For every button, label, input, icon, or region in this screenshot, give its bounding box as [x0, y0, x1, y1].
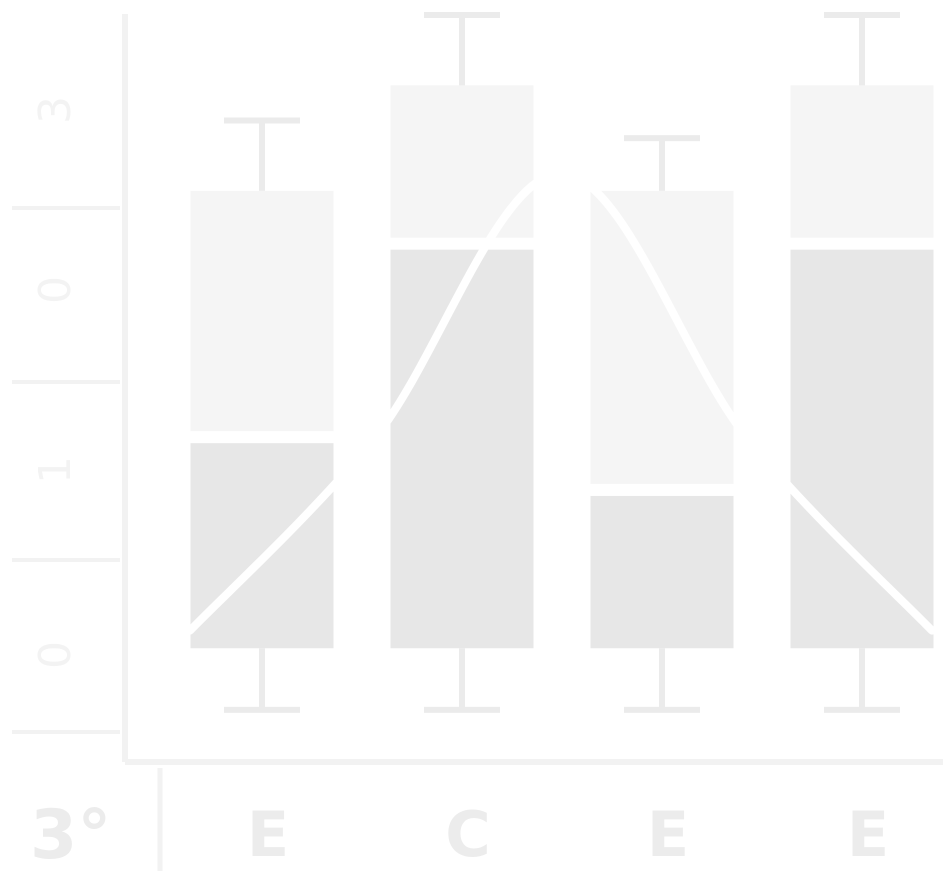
bars: [190, 85, 934, 649]
x-tick-label-1: C: [445, 798, 491, 871]
x-tick-label-2: E: [647, 798, 689, 871]
y-gridlines: [12, 206, 120, 734]
bar-upper-0: [190, 190, 334, 432]
y-tick-label-1: 1: [30, 456, 81, 484]
bar-upper-2: [590, 190, 734, 484]
bar-lower-2: [590, 495, 734, 649]
bar-upper-1: [390, 85, 534, 238]
bar-lower-3: [790, 249, 934, 649]
x-tick-label-3: E: [847, 798, 889, 871]
y-tick-labels: 0 1 0 3: [30, 96, 81, 669]
y-tick-label-2: 0: [30, 276, 81, 304]
y-tick-label-3: 3: [30, 96, 81, 124]
bar-upper-3: [790, 85, 934, 238]
curve-overlay: [186, 169, 936, 635]
curve-line: [186, 169, 936, 635]
corner-label: 3°: [30, 796, 111, 871]
bar-lower-1: [390, 249, 534, 649]
x-tick-label-0: E: [247, 798, 289, 871]
whiskers: [224, 12, 900, 713]
y-tick-label-0: 0: [30, 641, 81, 669]
bar-lower-0: [190, 443, 334, 649]
